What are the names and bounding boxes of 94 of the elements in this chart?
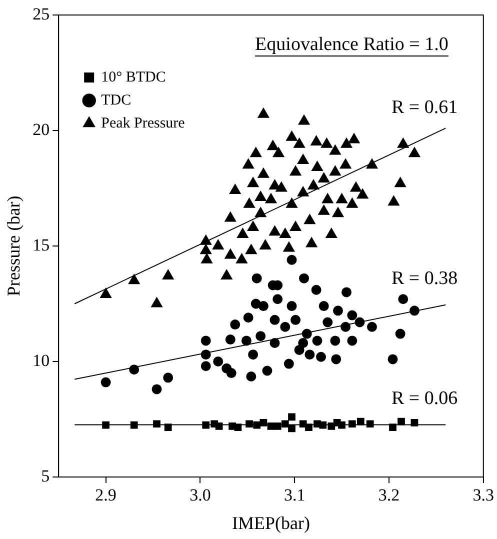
point <box>299 273 310 284</box>
x-axis-title: IMEP(bar) <box>232 512 310 533</box>
point <box>318 301 329 312</box>
point <box>215 422 223 430</box>
point <box>200 336 211 346</box>
point <box>340 322 351 332</box>
point <box>256 331 266 342</box>
point <box>286 301 297 312</box>
annotation: R = 0.06 <box>391 388 458 409</box>
point <box>163 372 174 383</box>
point <box>288 424 296 432</box>
point <box>225 334 236 345</box>
point <box>230 320 240 330</box>
legend-label: TDC <box>101 92 132 108</box>
y-tick-label: 10 <box>32 350 50 370</box>
x-tick-label: 3.2 <box>378 486 400 505</box>
point <box>304 350 315 360</box>
point <box>389 424 396 432</box>
point <box>153 420 160 428</box>
point <box>305 424 312 432</box>
point <box>129 364 140 375</box>
point <box>286 254 297 265</box>
point <box>410 419 418 426</box>
point <box>312 336 322 346</box>
x-tick-label: 2.9 <box>95 486 116 505</box>
point <box>246 420 253 428</box>
point <box>243 312 254 323</box>
point <box>270 338 280 348</box>
point <box>130 421 138 429</box>
point <box>328 422 336 430</box>
point <box>241 336 252 346</box>
point <box>319 421 327 429</box>
point <box>290 314 301 325</box>
point <box>152 384 162 394</box>
point <box>316 352 326 362</box>
legend-label: Peak Pressure <box>101 115 186 132</box>
point <box>331 354 342 364</box>
point <box>102 421 110 429</box>
point <box>347 310 358 320</box>
point <box>281 420 289 428</box>
point <box>366 420 374 428</box>
point <box>284 358 294 369</box>
point <box>333 306 344 316</box>
y-axis-title: Pressure (bar) <box>4 196 24 296</box>
point <box>226 368 236 378</box>
point <box>262 366 272 376</box>
point <box>302 328 312 339</box>
point <box>272 294 283 304</box>
annotation: R = 0.61 <box>391 97 458 118</box>
x-tick-label: 3.1 <box>284 486 306 505</box>
point <box>202 421 210 429</box>
point <box>348 420 356 428</box>
annotation: R = 0.38 <box>391 268 458 289</box>
x-tick-label: 3.3 <box>472 486 494 505</box>
point <box>246 372 256 382</box>
point <box>213 356 224 366</box>
point <box>366 322 377 332</box>
point <box>347 336 358 346</box>
point <box>280 322 290 332</box>
point <box>338 421 346 429</box>
point <box>322 317 333 328</box>
point <box>299 420 307 428</box>
point <box>252 273 262 284</box>
point <box>398 418 405 426</box>
point <box>274 422 282 430</box>
point <box>200 350 211 360</box>
point <box>234 424 242 432</box>
point <box>270 314 280 325</box>
point <box>248 350 258 360</box>
point <box>330 336 340 346</box>
point <box>354 317 365 328</box>
point <box>395 328 406 339</box>
point <box>200 361 211 372</box>
y-tick-label: 25 <box>32 4 50 24</box>
point <box>398 294 408 304</box>
point <box>342 287 352 298</box>
point <box>164 424 172 432</box>
point <box>298 338 308 348</box>
point <box>260 419 268 426</box>
legend-label: 10° BTDC <box>101 69 166 86</box>
y-tick-label: 15 <box>32 235 50 254</box>
point <box>258 301 268 312</box>
y-tick-label: 20 <box>32 120 50 139</box>
point <box>288 413 296 421</box>
point <box>100 377 111 388</box>
y-tick-label: 5 <box>41 466 50 486</box>
point <box>388 354 398 364</box>
point <box>267 422 275 430</box>
point <box>253 421 261 429</box>
point <box>409 306 420 316</box>
point <box>311 284 322 295</box>
point <box>356 418 364 426</box>
x-tick-label: 3.0 <box>190 486 211 505</box>
annotation: Equiovalence Ratio = 1.0 <box>255 34 448 55</box>
